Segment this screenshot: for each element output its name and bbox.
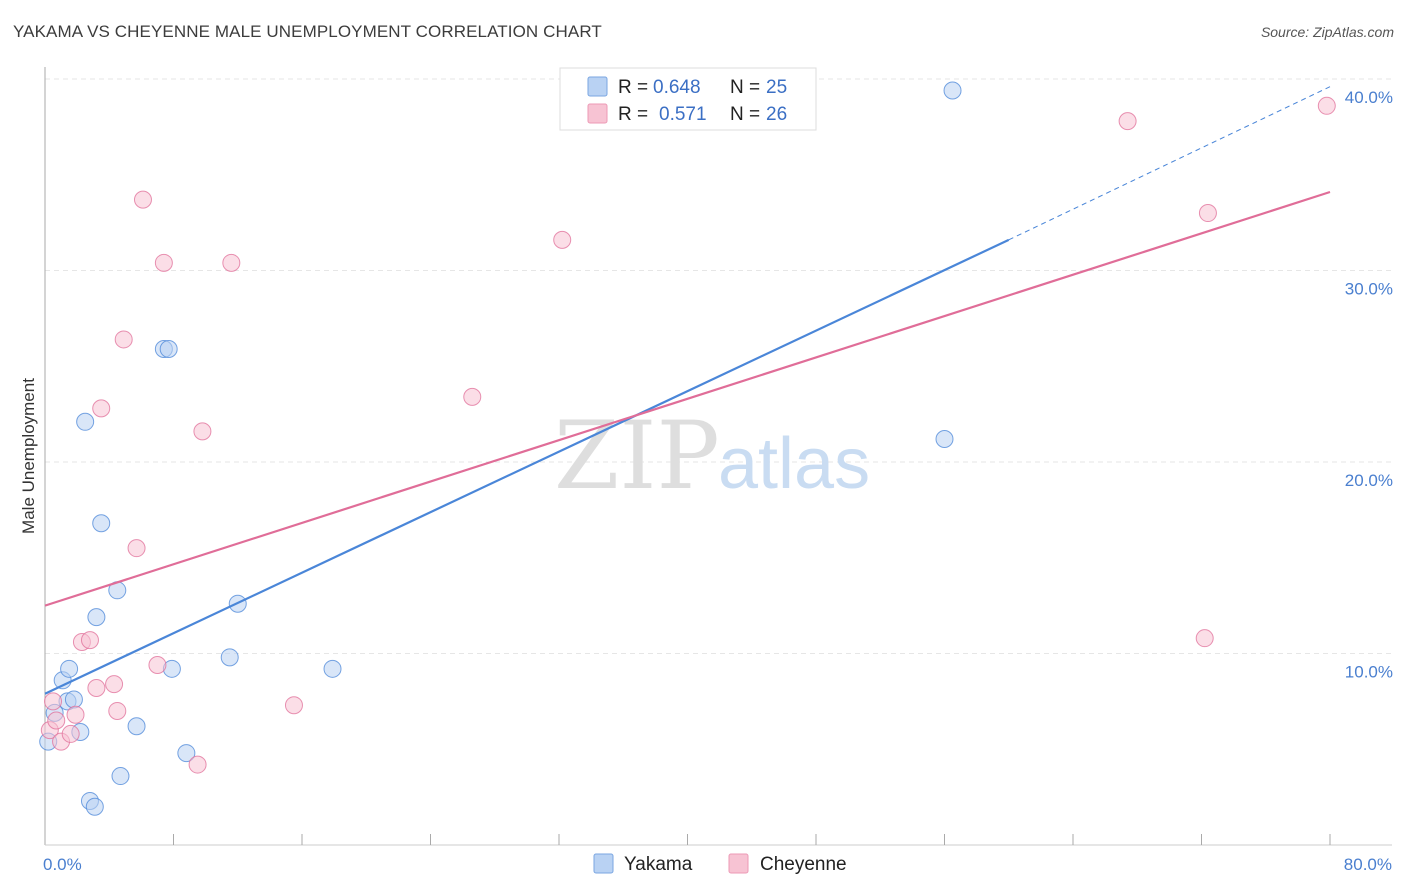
watermark-atlas: atlas bbox=[718, 424, 870, 504]
point-cheyenne bbox=[108, 701, 127, 720]
point-yakama bbox=[60, 659, 79, 678]
x-tick-label-max: 80.0% bbox=[1344, 855, 1392, 874]
trend-line-yakama bbox=[44, 238, 1010, 695]
watermark-zip: ZIP bbox=[554, 402, 720, 511]
point-cheyenne bbox=[222, 253, 241, 272]
legend-n-label-1: N = bbox=[730, 77, 760, 98]
point-cheyenne bbox=[133, 190, 152, 209]
point-cheyenne bbox=[61, 724, 80, 743]
axes bbox=[44, 67, 1392, 846]
point-yakama bbox=[87, 608, 106, 627]
point-cheyenne bbox=[463, 387, 482, 406]
legend-r-label-1: R = bbox=[618, 77, 648, 98]
point-yakama bbox=[111, 767, 130, 786]
point-yakama bbox=[177, 744, 196, 763]
point-cheyenne bbox=[66, 705, 85, 724]
point-cheyenne bbox=[1195, 629, 1214, 648]
x-tick-label-min: 0.0% bbox=[43, 855, 82, 874]
point-cheyenne bbox=[92, 399, 111, 418]
point-cheyenne bbox=[127, 539, 146, 558]
bottom-legend-swatch-yakama bbox=[593, 853, 614, 874]
chart-title: YAKAMA VS CHEYENNE MALE UNEMPLOYMENT COR… bbox=[13, 22, 602, 41]
point-cheyenne bbox=[114, 330, 133, 349]
y-tick-label: 10.0% bbox=[1345, 663, 1393, 682]
legend-n-label-2: N = bbox=[730, 104, 760, 125]
trend-extension-yakama bbox=[1008, 86, 1331, 241]
y-axis-label: Male Unemployment bbox=[19, 378, 38, 534]
point-yakama bbox=[92, 514, 111, 533]
legend-n-value-1: 25 bbox=[766, 77, 787, 98]
point-yakama bbox=[76, 412, 95, 431]
point-cheyenne bbox=[1198, 204, 1217, 223]
point-cheyenne bbox=[188, 755, 207, 774]
legend-swatch-yakama bbox=[587, 76, 608, 97]
point-cheyenne bbox=[80, 631, 99, 650]
bottom-legend-swatch-cheyenne bbox=[728, 853, 749, 874]
legend-r-label-2: R = bbox=[618, 104, 648, 125]
point-cheyenne bbox=[148, 655, 167, 674]
point-yakama bbox=[935, 430, 954, 449]
point-cheyenne bbox=[553, 230, 572, 249]
y-tick-label: 40.0% bbox=[1345, 88, 1393, 107]
point-cheyenne bbox=[47, 711, 66, 730]
point-cheyenne bbox=[284, 696, 303, 715]
bottom-legend-label-cheyenne: Cheyenne bbox=[760, 854, 847, 875]
y-tick-labels: 10.0% 20.0% 30.0% 40.0% bbox=[1345, 88, 1393, 682]
legend-n-value-2: 26 bbox=[766, 104, 787, 125]
watermark: ZIP atlas bbox=[554, 402, 870, 511]
point-yakama bbox=[159, 340, 178, 359]
point-yakama bbox=[85, 797, 104, 816]
point-cheyenne bbox=[87, 678, 106, 697]
point-cheyenne bbox=[154, 253, 173, 272]
point-yakama bbox=[323, 659, 342, 678]
trend-line-cheyenne bbox=[44, 190, 1331, 607]
point-cheyenne bbox=[193, 422, 212, 441]
legend-swatch-cheyenne bbox=[587, 103, 608, 124]
gridlines bbox=[45, 78, 1392, 654]
bottom-legend-label-yakama: Yakama bbox=[624, 854, 693, 875]
y-tick-label: 20.0% bbox=[1345, 471, 1393, 490]
y-tick-label: 30.0% bbox=[1345, 280, 1393, 299]
bottom-legend: Yakama Cheyenne bbox=[593, 853, 847, 875]
point-yakama bbox=[64, 690, 83, 709]
source-label: Source: ZipAtlas.com bbox=[1260, 24, 1394, 40]
point-yakama bbox=[943, 81, 962, 100]
trend-lines bbox=[44, 86, 1331, 695]
point-cheyenne bbox=[1317, 96, 1336, 115]
point-yakama bbox=[220, 648, 239, 667]
point-yakama bbox=[127, 717, 146, 736]
x-ticks bbox=[173, 834, 1331, 845]
point-cheyenne bbox=[44, 692, 63, 711]
point-cheyenne bbox=[105, 675, 124, 694]
legend-r-value-2: 0.571 bbox=[659, 104, 707, 125]
legend: R = 0.648 N = 25 R = 0.571 N = 26 bbox=[559, 67, 817, 131]
legend-r-value-1: 0.648 bbox=[653, 77, 701, 98]
point-cheyenne bbox=[1118, 112, 1137, 131]
